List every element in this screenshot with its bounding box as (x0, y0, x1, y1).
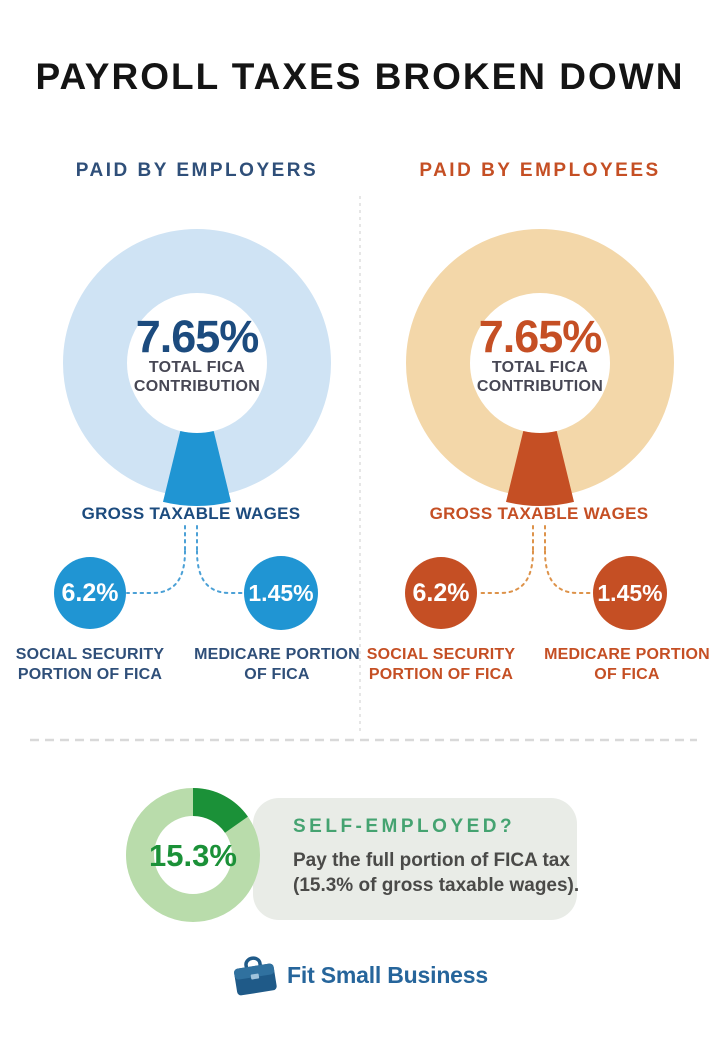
employers-total-label-line1: TOTAL FICA (148, 359, 246, 376)
employees-connector-left-curve (477, 550, 534, 594)
page-title: PAYROLL TAXES BROKEN DOWN (35, 56, 685, 97)
employees-social-security-circle: 6.2% (405, 557, 477, 629)
employers-social-security-label: SOCIAL SECURITY PORTION OF FICA (15, 646, 165, 683)
employers-column-header: PAID BY EMPLOYERS (75, 160, 319, 181)
employees-medicare-circle: 1.45% (593, 556, 667, 630)
employers-donut-center: 7.65% TOTAL FICA CONTRIBUTION (77, 314, 317, 397)
employers-total-value: 7.65% (135, 311, 260, 362)
employees-connector-verticals (532, 525, 546, 552)
employees-social-security-value: 6.2% (412, 578, 470, 607)
employees-total-value: 7.65% (478, 311, 603, 362)
self-employed-text-block: SELF-EMPLOYED? Pay the full portion of F… (293, 816, 593, 898)
employers-medicare-circle: 1.45% (244, 556, 318, 630)
employees-gross-wages-label: GROSS TAXABLE WAGES (429, 504, 649, 523)
self-employed-body-line2: (15.3% of gross taxable wages). (293, 875, 580, 897)
employers-total-label-line2: CONTRIBUTION (133, 377, 261, 395)
self-employed-heading: SELF-EMPLOYED? (293, 816, 516, 837)
employers-medicare-value: 1.45% (248, 579, 314, 606)
employer-fica-donut-segment (163, 431, 231, 507)
employees-social-security-label: SOCIAL SECURITY PORTION OF FICA (366, 646, 516, 683)
self-employed-card (253, 798, 577, 920)
employers-medicare-label: MEDICARE PORTION OF FICA (194, 646, 360, 683)
employers-social-security-value: 6.2% (61, 578, 119, 607)
employees-medicare-label: MEDICARE PORTION OF FICA (544, 646, 710, 683)
self-employed-body-line1: Pay the full portion of FICA tax (293, 850, 570, 871)
employers-connector-right-curve (196, 550, 246, 594)
employees-donut-center: 7.65% TOTAL FICA CONTRIBUTION (420, 314, 660, 397)
brand-name: Fit Small Business (287, 961, 488, 988)
employees-total-label-line2: CONTRIBUTION (476, 377, 604, 395)
employers-social-security-circle: 6.2% (54, 557, 126, 629)
employers-connector-verticals (184, 525, 198, 552)
employees-column-header: PAID BY EMPLOYEES (419, 160, 661, 181)
briefcase-icon (234, 956, 277, 996)
employees-medicare-value: 1.45% (597, 579, 663, 606)
employers-connector-left-curve (126, 550, 186, 594)
employee-fica-donut-segment (506, 431, 574, 507)
employers-gross-wages-label: GROSS TAXABLE WAGES (81, 504, 301, 523)
self-employed-donut-segment (193, 788, 248, 833)
self-employed-value: 15.3% (149, 838, 237, 873)
employees-total-label-line1: TOTAL FICA (491, 359, 589, 376)
brand-footer: Fit Small Business (0, 953, 720, 997)
employees-connector-right-curve (544, 550, 593, 594)
